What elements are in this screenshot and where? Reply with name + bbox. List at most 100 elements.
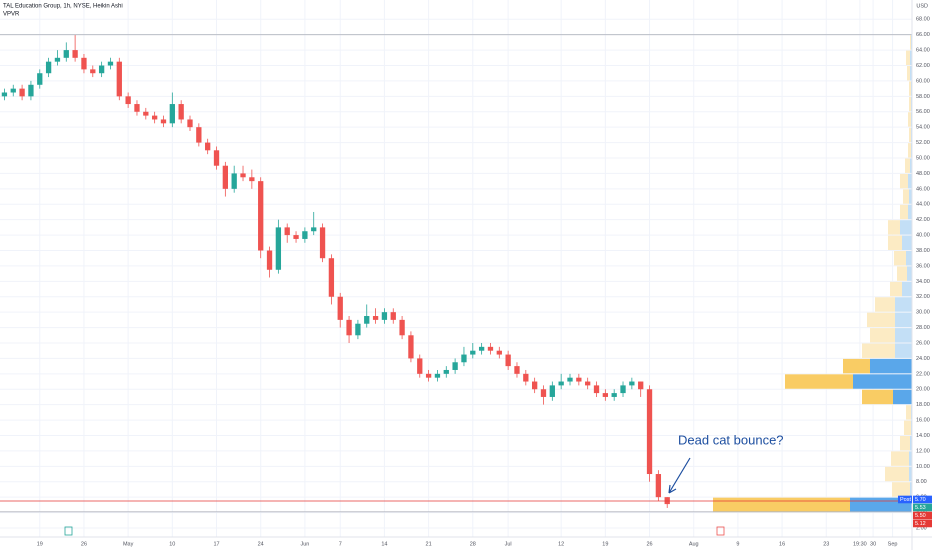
x-tick-label: 26 [646,541,652,547]
grid [0,0,912,537]
candle-body [425,373,432,378]
candle-body [284,227,290,236]
profile-down [897,266,907,281]
candle-body [98,65,105,74]
candle-body [28,84,34,97]
x-tick-label: Sep [888,541,898,547]
candle-body [302,231,308,239]
y-tick-label: 32.00 [916,294,930,300]
candle-body [523,373,529,382]
price-label: 5.70 [915,497,926,503]
chart-title: TAL Education Group, 1h, NYSE, Heikin As… [3,4,123,10]
profile-up [910,66,912,81]
y-tick-label: 56.00 [916,109,930,115]
candle-body [452,362,458,370]
candle-body [346,319,352,336]
profile-down [908,112,911,127]
profile-down [908,143,911,158]
profile-down [875,297,895,312]
candle-body [116,61,122,97]
event-icon [716,526,725,536]
candle-body [72,50,78,58]
candle-body [364,316,370,324]
profile-up [902,235,912,251]
x-tick-label: 30 [870,541,876,547]
x-tick-label: 7 [339,541,342,547]
candle-body [399,319,405,336]
candle-body [143,111,149,116]
candle-body [222,165,228,189]
price-tag-box [898,495,912,504]
price-label: 5.53 [915,505,926,511]
candle-body [505,354,511,367]
y-tick-label: 8.00 [916,479,927,485]
overlay [0,34,912,513]
candle-body [470,350,476,355]
candle-body [45,61,52,74]
profile-up [910,482,912,497]
candle-body [585,381,591,386]
profile-up [895,312,912,328]
price-tag: Post [900,497,911,503]
profile-up [908,173,912,189]
profile-down [892,482,910,497]
x-tick-label: 12 [558,541,564,547]
candle-body [558,381,564,386]
candle-body [1,92,8,97]
price-label-box [913,495,932,504]
candle-body [293,235,299,239]
candle-body [443,369,449,374]
candle-body [611,393,617,397]
x-tick-label: 19 [37,541,43,547]
candle-body [275,227,282,270]
candle-body [213,150,220,166]
candle-body [567,377,573,382]
profile-down [903,189,909,204]
profile-down [900,435,910,451]
profile-down [904,420,911,435]
profile-up [895,328,912,343]
profile-down [870,328,895,343]
y-tick-label: 12.00 [916,448,930,454]
currency: USD [916,3,928,9]
profile-down [888,220,900,235]
x-tick-label: 19:30 [853,541,867,547]
x-tick-label: 9 [736,541,739,547]
candle-body [178,104,184,120]
candle-body [160,119,167,124]
profile-down [713,497,850,513]
candle-body [629,381,635,386]
candle-body [90,69,96,74]
profile-down [862,343,895,358]
x-tick-label: 16 [779,541,785,547]
candle-body [620,385,626,394]
y-tick-label: 20.00 [916,387,930,393]
profile-down [909,81,911,96]
candle-body [125,96,131,105]
profile-down [891,451,909,466]
candle-body [461,354,467,363]
x-tick-label: 28 [470,541,476,547]
candles [1,34,670,508]
candle-body [487,346,494,351]
candle-body [231,173,237,189]
candle-body [372,316,379,320]
profile-down [909,96,911,112]
profile-up [909,466,912,482]
candle-body [10,88,16,93]
profile-up [910,435,912,451]
y-tick-label: 64.00 [916,48,930,54]
price-label: 5.12 [915,521,926,527]
y-tick-label: 16.00 [916,418,930,424]
profile-down [906,405,911,420]
annotation: Dead cat bounce? [678,432,784,447]
profile-down [785,374,853,389]
indicator-name: VPVR [3,12,20,18]
profile-up [906,251,912,266]
candle-body [205,142,211,151]
profile-down [909,127,911,143]
candle-body [63,50,69,58]
profile-up [909,451,912,466]
profile-down [905,158,910,173]
